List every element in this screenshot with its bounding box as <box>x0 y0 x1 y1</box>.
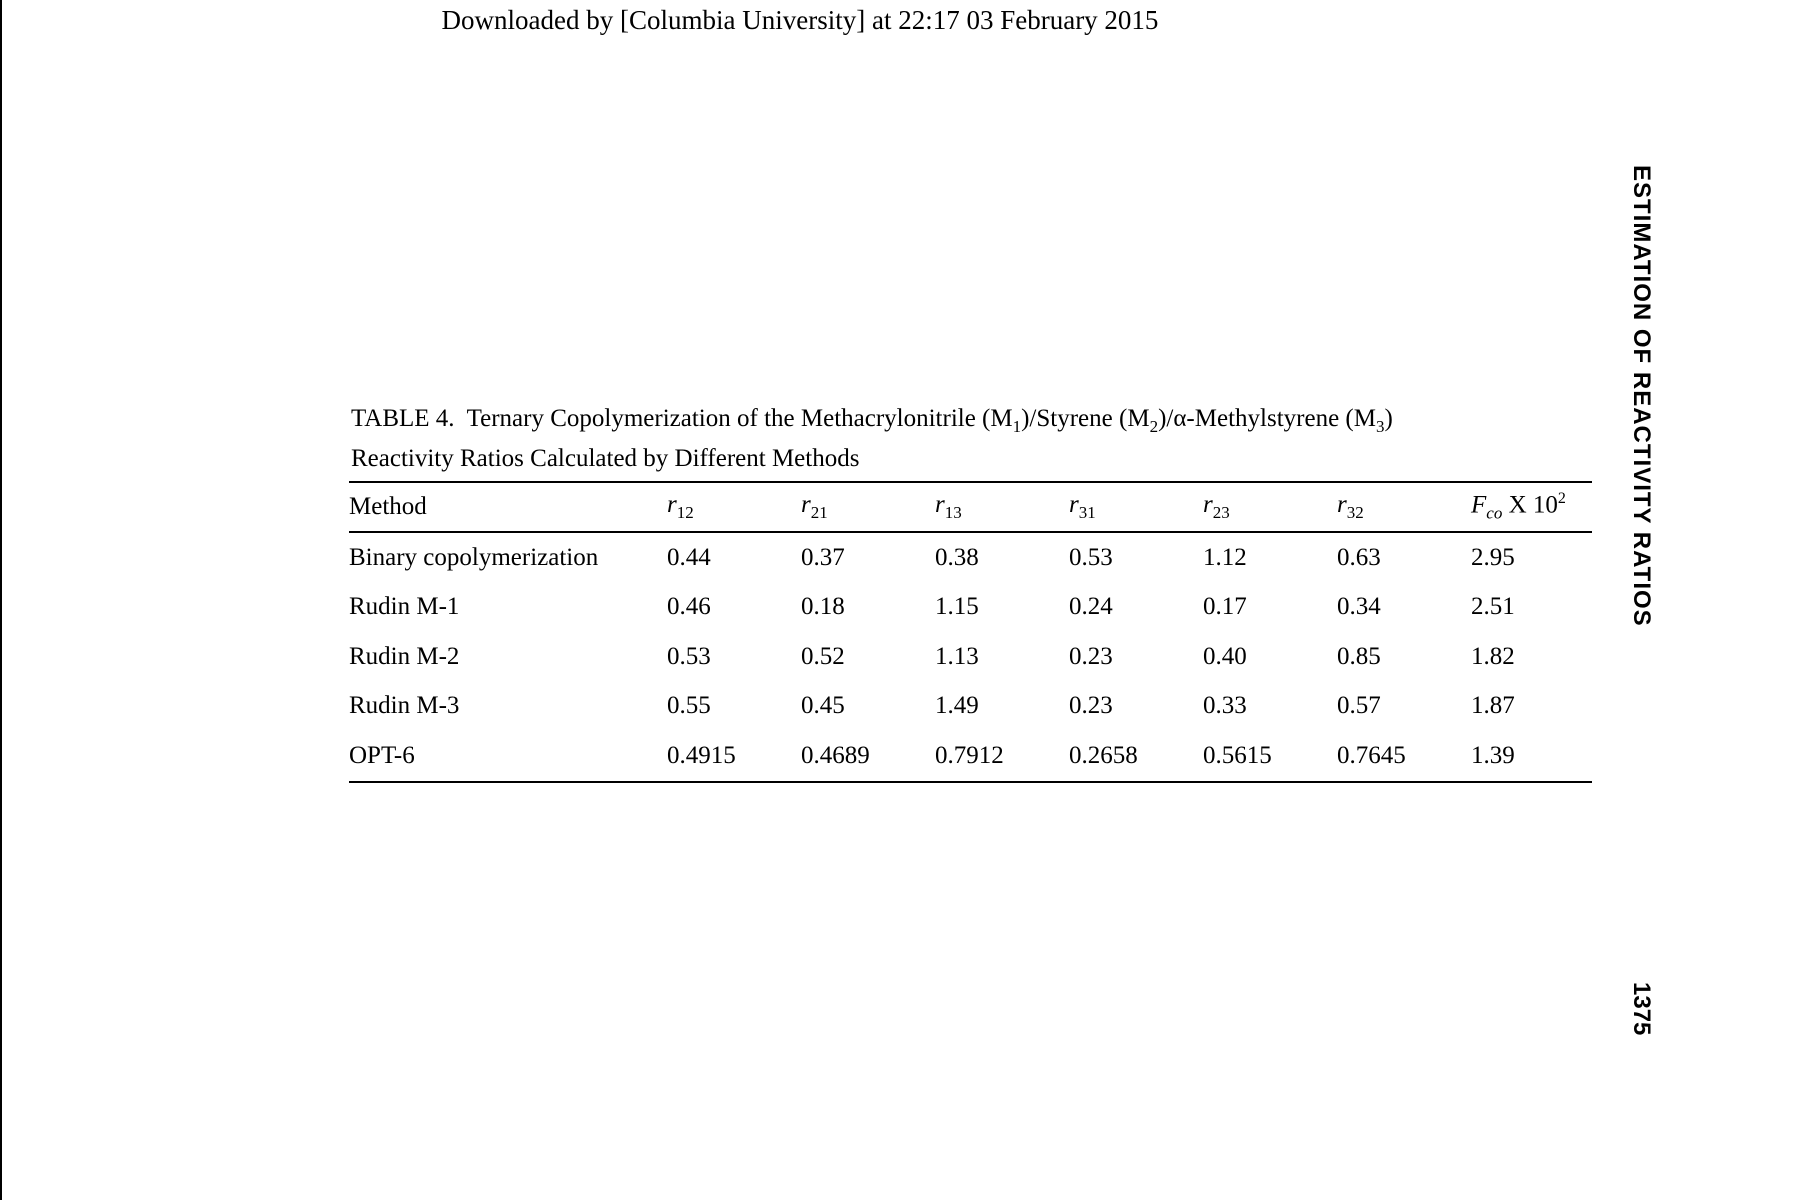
column-header-subscript: 31 <box>1078 503 1096 522</box>
value-cell: 0.57 <box>1337 692 1381 720</box>
column-header-symbol: r <box>1337 491 1347 518</box>
table-row: Rudin M-2 0.53 0.52 1.13 0.23 0.40 0.85 1.82 <box>349 632 1592 682</box>
value-cell: 0.53 <box>667 642 711 670</box>
value-cell: 0.7912 <box>935 741 1004 769</box>
value-cell: 0.4689 <box>801 741 870 769</box>
caption-sub-3: 3 <box>1375 417 1385 436</box>
fco-multiplier: X 10 <box>1502 491 1558 519</box>
value-cell: 0.55 <box>667 692 711 720</box>
caption-sub-1: 1 <box>1012 417 1022 436</box>
table-body: Binary copolymerization 0.44 0.37 0.38 0.53 1… <box>349 532 1592 782</box>
value-cell: 1.82 <box>1471 642 1515 670</box>
column-header-r13: r13 <box>935 482 1069 532</box>
value-cell: 1.12 <box>1203 543 1247 571</box>
value-cell: 2.51 <box>1471 593 1515 621</box>
value-cell: 0.23 <box>1069 642 1113 670</box>
value-cell: 0.53 <box>1069 543 1113 571</box>
value-cell: 0.44 <box>667 543 711 571</box>
page-left-edge-line <box>0 0 2 1200</box>
method-cell: Rudin M-2 <box>349 642 460 670</box>
method-cell: OPT-6 <box>349 741 415 769</box>
column-header-symbol: r <box>1203 491 1213 518</box>
column-header-symbol: r <box>801 491 811 518</box>
fco-subscript: co <box>1486 503 1503 523</box>
column-header-symbol: r <box>935 491 945 518</box>
column-header-r12: r12 <box>667 482 801 532</box>
column-header-subscript: 32 <box>1346 503 1364 522</box>
value-cell: 0.5615 <box>1203 741 1272 769</box>
value-cell: 0.45 <box>801 692 845 720</box>
value-cell: 1.39 <box>1471 741 1515 769</box>
column-header-subscript: 13 <box>944 503 962 522</box>
value-cell: 0.7645 <box>1337 741 1406 769</box>
method-cell: Binary copolymerization <box>349 543 599 571</box>
column-header-subscript: 23 <box>1212 503 1230 522</box>
table-row: Binary copolymerization 0.44 0.37 0.38 0.53 1… <box>349 532 1592 583</box>
column-header-r21: r21 <box>801 482 935 532</box>
value-cell: 0.52 <box>801 642 845 670</box>
table-row: Rudin M-3 0.55 0.45 1.49 0.23 0.33 0.57 1.87 <box>349 682 1592 732</box>
download-note: Downloaded by [Columbia University] at 2… <box>441 5 1159 35</box>
value-cell: 0.17 <box>1203 593 1247 621</box>
value-cell: 0.63 <box>1337 543 1381 571</box>
caption-sub-2: 2 <box>1149 417 1159 436</box>
value-cell: 1.15 <box>935 593 979 621</box>
value-cell: 1.49 <box>935 692 979 720</box>
method-cell: Rudin M-3 <box>349 692 460 720</box>
column-header-fco: Fco X 102 <box>1471 482 1592 532</box>
value-cell: 2.95 <box>1471 543 1515 571</box>
caption-text-part-b: )/Styrene (M <box>1021 405 1150 432</box>
caption-line-2: Reactivity Ratios Calculated by Differen… <box>351 445 860 472</box>
column-header-symbol: r <box>1069 491 1079 518</box>
method-cell: Rudin M-1 <box>349 593 460 621</box>
value-cell: 0.4915 <box>667 741 736 769</box>
value-cell: 0.33 <box>1203 692 1247 720</box>
column-header-symbol: r <box>667 491 677 518</box>
column-header-method: Method <box>349 493 427 520</box>
value-cell: 0.34 <box>1337 593 1381 621</box>
fco-exponent: 2 <box>1557 490 1566 508</box>
value-cell: 0.85 <box>1337 642 1381 670</box>
value-cell: 1.87 <box>1471 692 1515 720</box>
column-header-subscript: 21 <box>810 503 828 522</box>
page-number: 1375 <box>1628 982 1655 1036</box>
column-header-subscript: 12 <box>676 503 694 522</box>
caption-text-part-c: )/α-Methylstyrene (M <box>1158 405 1376 432</box>
value-cell: 0.2658 <box>1069 741 1138 769</box>
table-row: OPT-6 0.4915 0.4689 0.7912 0.2658 0.5615 0.764… <box>349 731 1592 782</box>
value-cell: 0.23 <box>1069 692 1113 720</box>
reactivity-ratios-table: Method r12 r21 r13 r31 r23 r32 Fco X 102 Binary… <box>349 481 1592 783</box>
value-cell: 1.13 <box>935 642 979 670</box>
table-header-row: Method r12 r21 r13 r31 r23 r32 Fco X 102 <box>349 482 1592 532</box>
table-block: TABLE 4. Ternary Copolymerization of the… <box>349 403 1592 783</box>
value-cell: 0.37 <box>801 543 845 571</box>
running-head: ESTIMATION OF REACTIVITY RATIOS <box>1628 165 1655 627</box>
value-cell: 0.46 <box>667 593 711 621</box>
value-cell: 0.40 <box>1203 642 1247 670</box>
fco-symbol: F <box>1471 491 1487 519</box>
caption-text-part-d: ) <box>1384 405 1393 432</box>
table-caption: TABLE 4. Ternary Copolymerization of the… <box>351 403 1592 475</box>
value-cell: 0.18 <box>801 593 845 621</box>
column-header-r23: r23 <box>1203 482 1337 532</box>
caption-text-part-a: Ternary Copolymerization of the Methacry… <box>466 405 1013 432</box>
value-cell: 0.38 <box>935 543 979 571</box>
value-cell: 0.24 <box>1069 593 1113 621</box>
table-row: Rudin M-1 0.46 0.18 1.15 0.24 0.17 0.34 2.51 <box>349 583 1592 633</box>
column-header-r32: r32 <box>1337 482 1471 532</box>
caption-label: TABLE 4. <box>351 405 455 432</box>
column-header-r31: r31 <box>1069 482 1203 532</box>
